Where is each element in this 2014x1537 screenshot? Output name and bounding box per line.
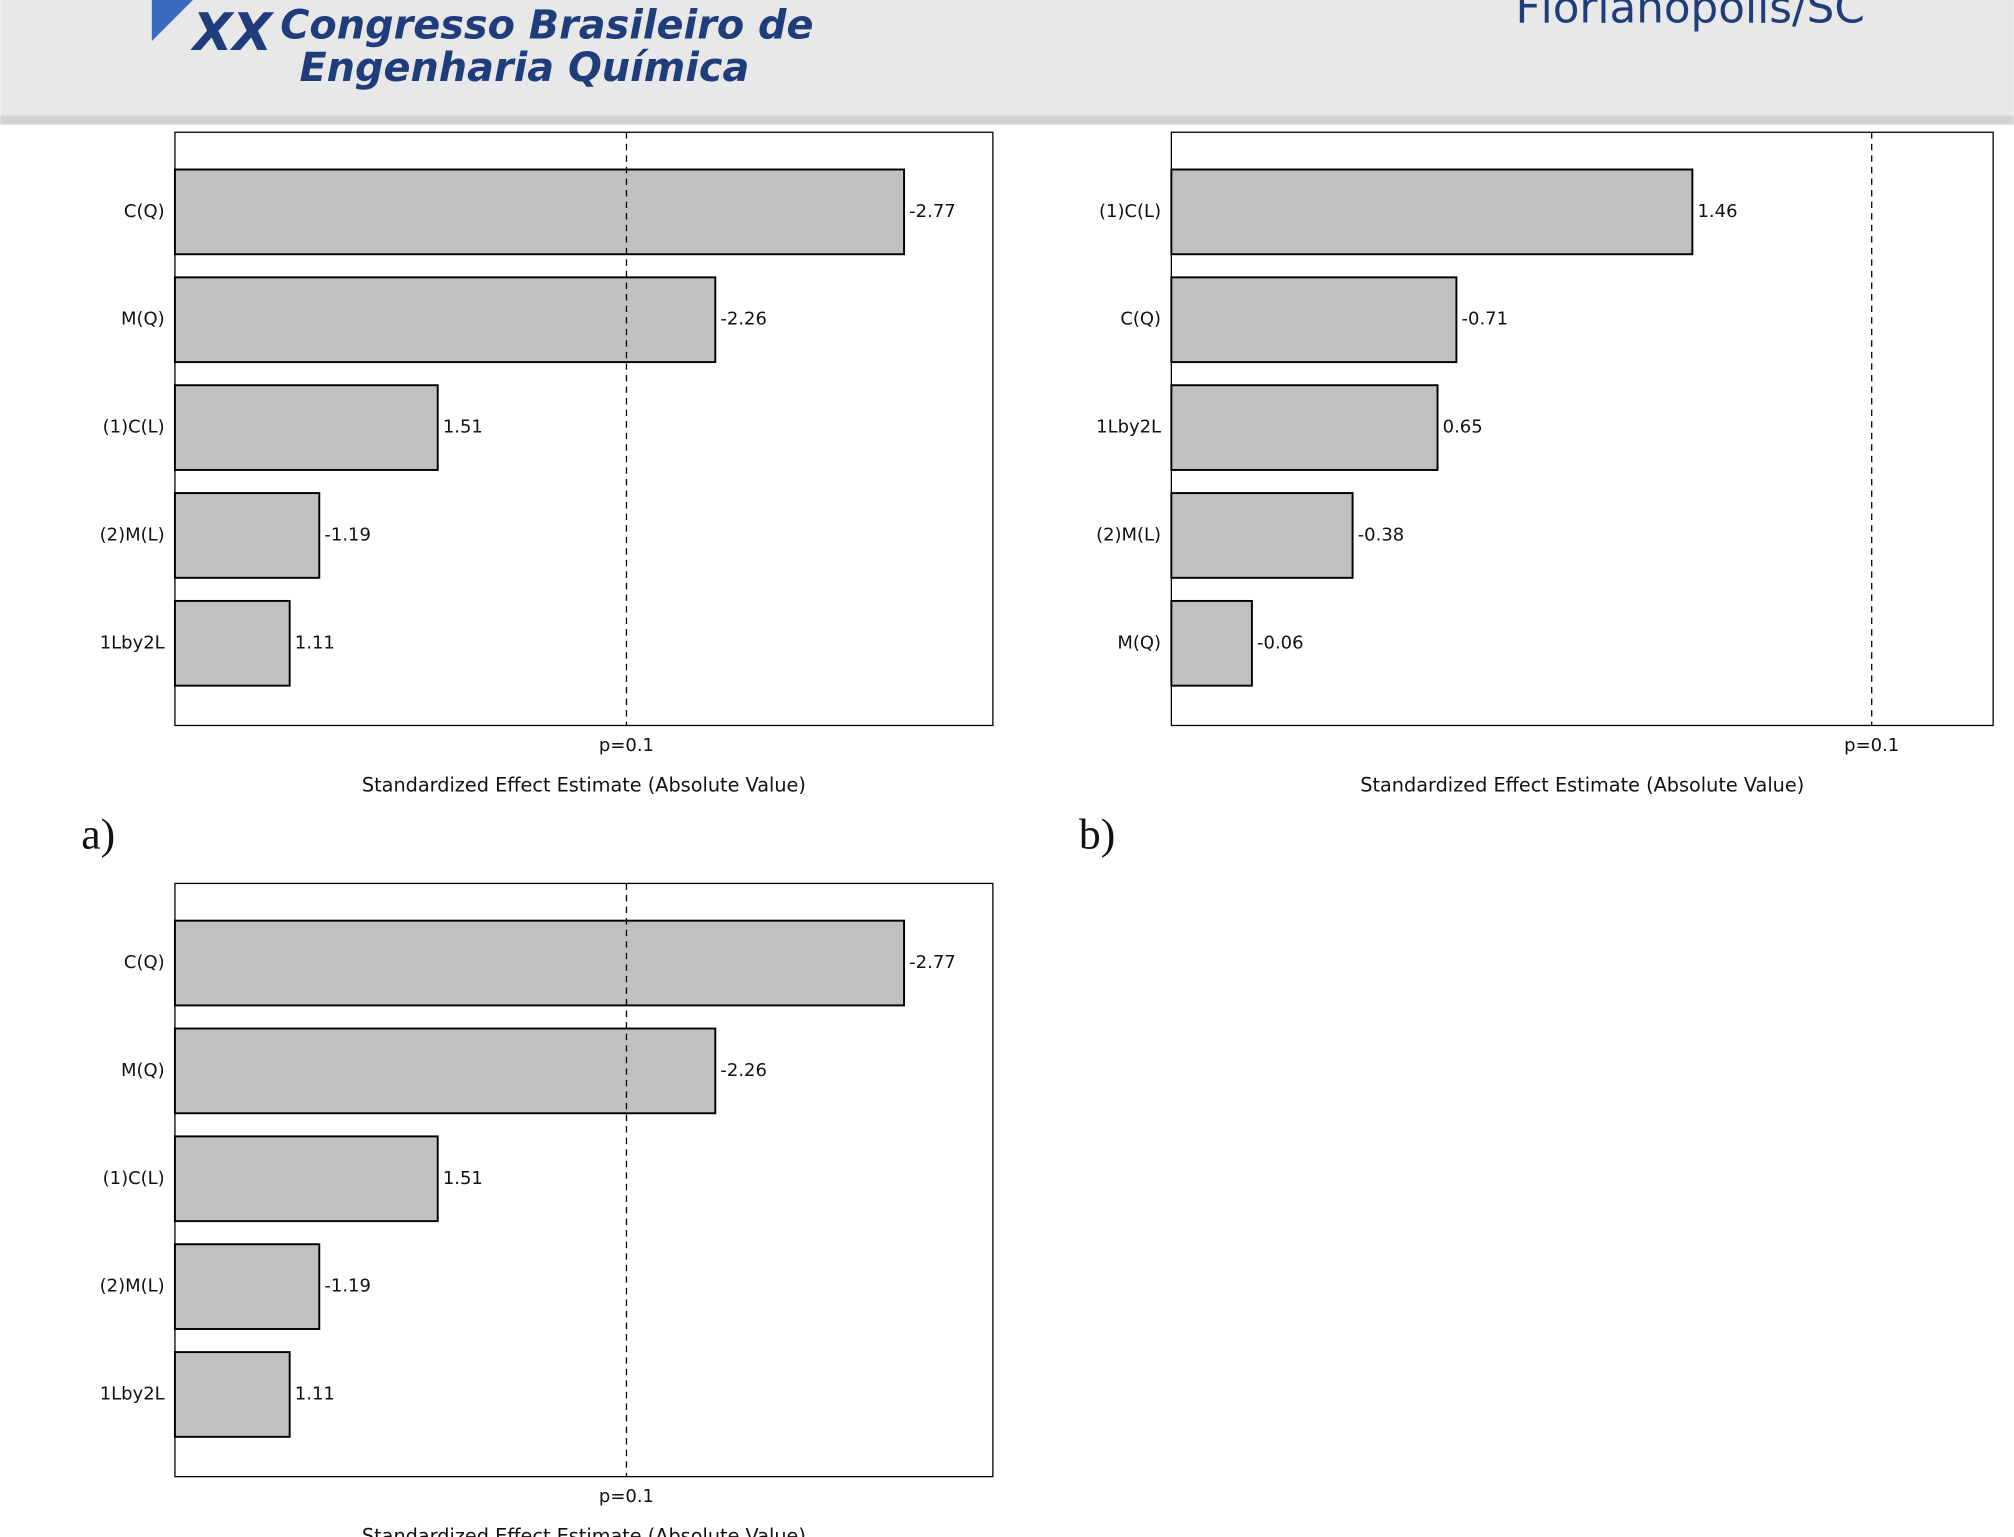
- x-axis-title: Standardized Effect Estimate (Absolute V…: [362, 773, 806, 796]
- reference-label: p=0.1: [1844, 735, 1899, 756]
- y-tick-label: C(Q): [124, 952, 165, 973]
- bar: [173, 599, 291, 687]
- data-label: 1.51: [443, 1168, 483, 1189]
- bar: [173, 492, 321, 579]
- logo-line: Congresso Brasileiro de: [280, 3, 813, 49]
- data-label: 1.11: [295, 632, 335, 653]
- data-label: -2.26: [720, 1060, 767, 1081]
- reference-label: p=0.1: [599, 1486, 654, 1507]
- data-label: 1.46: [1698, 201, 1738, 222]
- panel-label: b): [1079, 810, 1115, 858]
- y-tick-label: C(Q): [124, 201, 165, 222]
- data-label: -0.38: [1358, 524, 1405, 545]
- bar: [1170, 276, 1458, 364]
- y-tick-label: (1)C(L): [103, 417, 165, 438]
- data-label: -2.26: [720, 309, 767, 330]
- data-label: 1.11: [295, 1383, 335, 1404]
- bar: [173, 1351, 291, 1438]
- y-tick-label: (2)M(L): [1096, 524, 1161, 545]
- y-tick-label: 1Lby2L: [100, 1383, 165, 1404]
- location: Florianópolis/SC: [1515, 0, 1864, 33]
- data-label: -1.19: [324, 524, 370, 545]
- y-tick-label: (1)C(L): [1099, 201, 1161, 222]
- bar: [1170, 492, 1354, 579]
- y-tick-label: (2)M(L): [100, 524, 165, 545]
- y-tick-label: M(Q): [1117, 632, 1161, 653]
- bar: [173, 384, 439, 471]
- panel-label: a): [81, 810, 115, 858]
- y-tick-label: 1Lby2L: [1096, 417, 1161, 438]
- bar: [173, 168, 906, 256]
- bar: [173, 1135, 439, 1223]
- bar: [1170, 168, 1694, 256]
- bar: [173, 1027, 717, 1115]
- y-tick-label: 1Lby2L: [100, 632, 165, 653]
- data-label: 1.51: [443, 417, 483, 438]
- y-tick-label: C(Q): [1120, 309, 1161, 330]
- data-label: -0.71: [1462, 309, 1509, 330]
- y-tick-label: (1)C(L): [103, 1168, 165, 1189]
- header-band: [0, 0, 2014, 116]
- reference-label: p=0.1: [599, 735, 654, 756]
- y-tick-label: M(Q): [121, 1060, 165, 1081]
- bar: [173, 1243, 321, 1330]
- bar: [173, 919, 906, 1007]
- data-label: 0.65: [1443, 417, 1483, 438]
- logo-numeral: XX: [190, 3, 275, 63]
- bar: [1170, 384, 1439, 471]
- data-label: -2.77: [909, 201, 956, 222]
- data-label: -0.06: [1257, 632, 1304, 653]
- x-axis-title: Standardized Effect Estimate (Absolute V…: [362, 1525, 806, 1537]
- header-rule: [0, 115, 2014, 125]
- data-label: -1.19: [324, 1276, 370, 1297]
- y-tick-label: (2)M(L): [100, 1276, 165, 1297]
- bar: [1170, 599, 1253, 687]
- y-tick-label: M(Q): [121, 309, 165, 330]
- data-label: -2.77: [909, 952, 956, 973]
- x-axis-title: Standardized Effect Estimate (Absolute V…: [1360, 773, 1804, 796]
- bar: [173, 276, 717, 364]
- logo-line: Engenharia Química: [299, 45, 749, 91]
